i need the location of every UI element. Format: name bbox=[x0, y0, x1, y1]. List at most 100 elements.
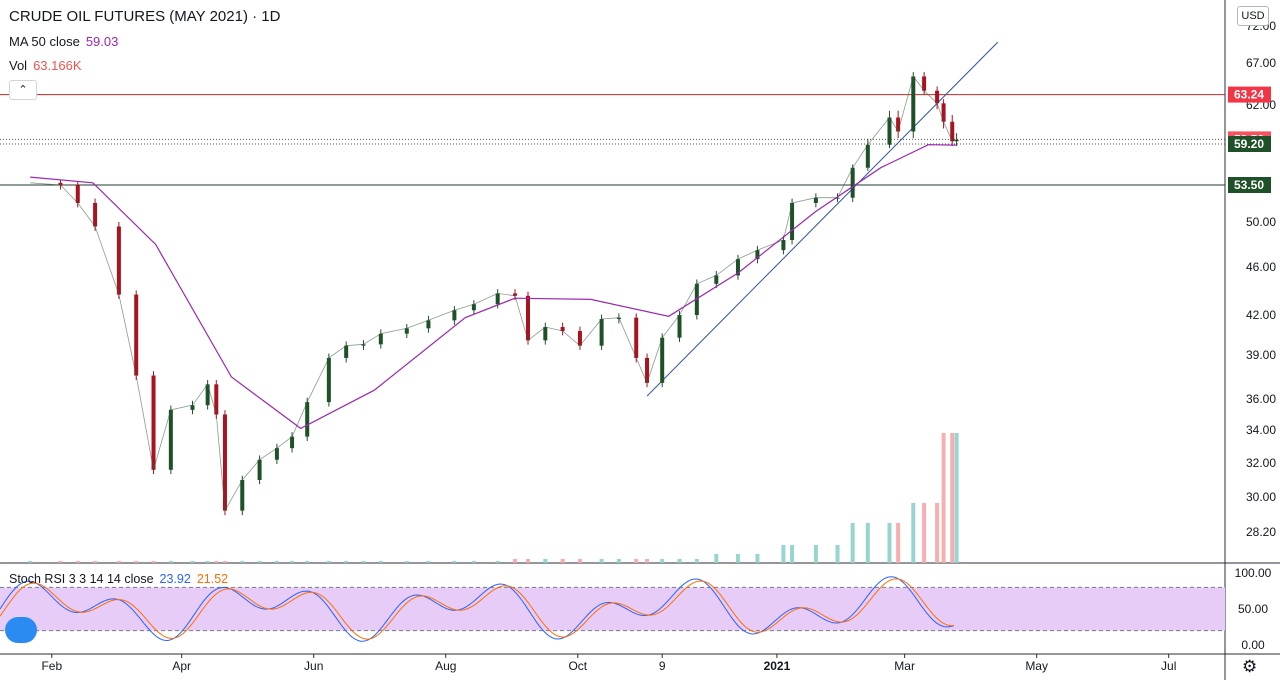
stoch-rsi-tick: 100.00 bbox=[1235, 566, 1272, 580]
candle-body bbox=[911, 76, 916, 132]
candle-body bbox=[577, 331, 582, 346]
volume-bar bbox=[28, 561, 33, 563]
candle-body bbox=[151, 375, 156, 470]
tradingview-logo-icon[interactable] bbox=[5, 617, 37, 643]
candle-body bbox=[543, 327, 548, 341]
volume-bar bbox=[495, 561, 500, 563]
volume-bar bbox=[426, 561, 431, 563]
candle-body bbox=[274, 448, 279, 460]
candle-body bbox=[781, 240, 786, 251]
candle-body bbox=[361, 344, 366, 346]
volume-bar bbox=[75, 561, 80, 563]
stoch-d-value: 21.52 bbox=[196, 572, 229, 586]
time-axis-ticks: Feb Apr Jun Aug Oct 9 2021 Mar May Jul bbox=[41, 654, 1176, 673]
volume-bar bbox=[694, 559, 699, 563]
price-tag-label: 53.50 bbox=[1234, 178, 1264, 192]
candle-body bbox=[634, 317, 639, 358]
volume-bar bbox=[835, 545, 840, 563]
candle-body bbox=[190, 405, 195, 410]
candle-body bbox=[735, 259, 740, 276]
volume-bar bbox=[616, 559, 621, 563]
vol-value: 63.166K bbox=[33, 58, 82, 73]
volume-bar bbox=[560, 559, 565, 563]
volume-bar bbox=[151, 561, 156, 563]
candle-body bbox=[599, 319, 604, 346]
chevron-up-icon: ⌃ bbox=[18, 84, 28, 96]
candle-body bbox=[168, 409, 173, 470]
volume-bar bbox=[190, 561, 195, 563]
price-tag-label: 63.24 bbox=[1234, 88, 1264, 102]
candle-body bbox=[257, 459, 262, 480]
price-tick-label: 34.00 bbox=[1246, 423, 1276, 437]
volume-bar bbox=[257, 561, 262, 563]
volume-bar bbox=[543, 559, 548, 563]
candle-body bbox=[305, 402, 310, 437]
stoch-rsi-tick: 50.00 bbox=[1238, 602, 1268, 616]
candle-body bbox=[205, 384, 210, 406]
volume-bar bbox=[677, 559, 682, 563]
volume-bar bbox=[850, 523, 855, 563]
ma-legend[interactable]: MA 50 close 59.03 bbox=[9, 34, 118, 49]
volume-bar bbox=[865, 523, 870, 563]
candle-body bbox=[950, 121, 955, 142]
candle-body bbox=[935, 90, 940, 104]
price-tick-label: 28.20 bbox=[1246, 525, 1276, 539]
time-tick-label: Apr bbox=[172, 659, 191, 673]
time-tick-label: Mar bbox=[894, 659, 915, 673]
volume-bar bbox=[813, 545, 818, 563]
volume-bar bbox=[274, 561, 279, 563]
candle-body bbox=[790, 202, 795, 240]
volume-bar bbox=[950, 433, 955, 563]
price-tick-label: 30.00 bbox=[1246, 490, 1276, 504]
candle-body bbox=[378, 333, 383, 345]
time-tick-label: Feb bbox=[41, 659, 62, 673]
volume-bar bbox=[714, 554, 719, 563]
candle-body bbox=[426, 320, 431, 329]
volume-bar bbox=[344, 561, 349, 563]
volume-bar bbox=[93, 561, 98, 563]
gear-icon[interactable]: ⚙ bbox=[1242, 657, 1258, 676]
time-tick-label: May bbox=[1025, 659, 1048, 673]
price-tick-label: 42.00 bbox=[1246, 308, 1276, 322]
candle-body bbox=[214, 384, 219, 415]
volume-bar bbox=[735, 554, 740, 563]
close-path bbox=[30, 75, 957, 512]
price-tick-label: 67.00 bbox=[1246, 56, 1276, 70]
stoch-rsi-legend[interactable]: Stoch RSI 3 3 14 14 close 23.92 21.52 bbox=[9, 572, 228, 586]
volume-bar bbox=[290, 561, 295, 563]
collapse-legend-button[interactable]: ⌃ bbox=[9, 80, 37, 100]
volume-bar bbox=[205, 561, 210, 563]
chart-title-text: CRUDE OIL FUTURES (MAY 2021) · 1D bbox=[9, 8, 281, 25]
volume-bar bbox=[660, 559, 665, 563]
candle-body bbox=[513, 293, 518, 296]
price-tick-label: 36.00 bbox=[1246, 392, 1276, 406]
price-tag-bg bbox=[1228, 177, 1271, 193]
price-tick-label: 46.00 bbox=[1246, 260, 1276, 274]
volume-bar bbox=[361, 561, 366, 563]
currency-button[interactable]: USD bbox=[1237, 6, 1269, 26]
stoch-rsi-pane: 100.00 50.00 0.00 bbox=[0, 566, 1272, 652]
vol-legend[interactable]: Vol 63.166K bbox=[9, 58, 82, 73]
volume-bar bbox=[513, 559, 518, 563]
time-tick-label: 9 bbox=[659, 659, 666, 673]
candle-body bbox=[58, 182, 63, 185]
candle-body bbox=[240, 480, 245, 511]
candle-body bbox=[93, 202, 98, 227]
volume-bar bbox=[326, 561, 331, 563]
candle-body bbox=[813, 197, 818, 203]
volume-bar bbox=[58, 561, 63, 563]
candle-body bbox=[344, 345, 349, 358]
price-tag-bg bbox=[1228, 86, 1271, 103]
candle-body bbox=[495, 293, 500, 305]
price-tick-label: 50.00 bbox=[1246, 215, 1276, 229]
candle-body bbox=[222, 414, 227, 511]
volume-bar bbox=[755, 554, 760, 563]
price-tag-label: 59.20 bbox=[1234, 137, 1264, 151]
candle-body bbox=[452, 310, 457, 321]
candle-body bbox=[134, 294, 139, 376]
candle-body bbox=[835, 197, 840, 199]
candle-body bbox=[326, 357, 331, 403]
time-tick-label: Aug bbox=[435, 659, 456, 673]
candle-body bbox=[290, 436, 295, 449]
